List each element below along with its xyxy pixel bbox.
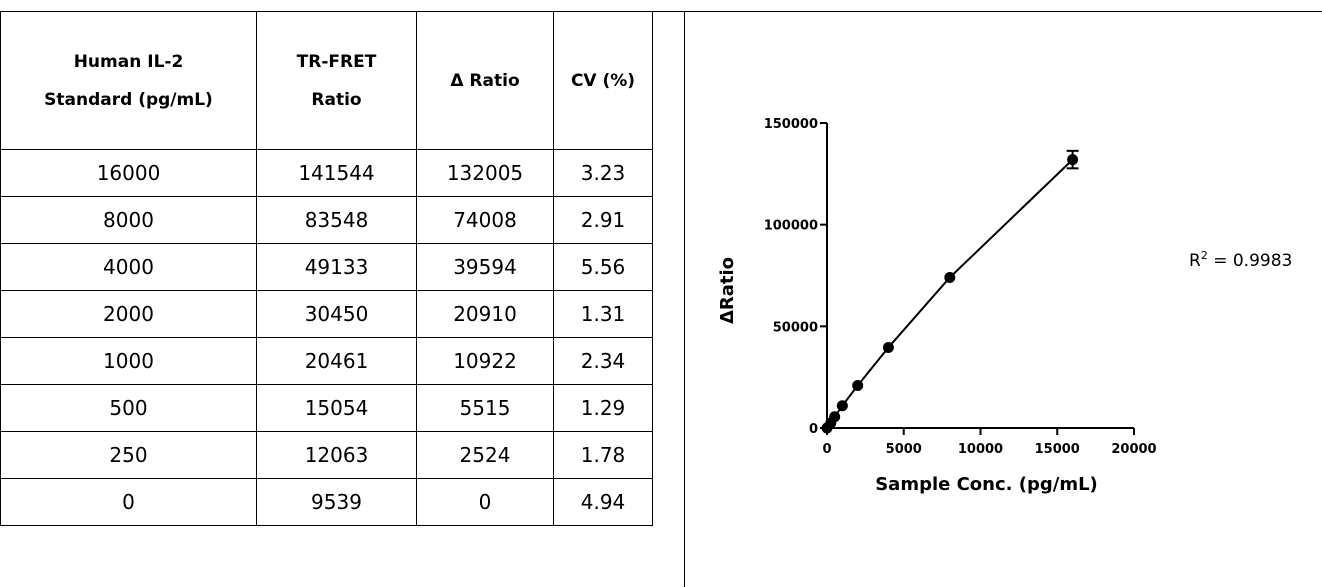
- cell-tr-fret-ratio: 20461: [256, 337, 417, 385]
- table-row: 8000 83548 74008 2.91: [0, 196, 653, 244]
- data-point: [882, 341, 894, 353]
- cell-delta-ratio: 39594: [416, 243, 554, 291]
- y-tick-label: 100000: [764, 219, 818, 234]
- data-point: [852, 379, 864, 391]
- cell-cv: 1.31: [553, 290, 653, 338]
- table-row: 0 9539 0 4.94: [0, 478, 653, 526]
- cell-standard: 4000: [0, 243, 257, 291]
- table-header-row: Human IL-2 Standard (pg/mL) TR-FRET Ratio …: [0, 11, 653, 150]
- chart-panel: 0 50000 100000 150000 0 5000 10000 15000 20000 Sa…: [684, 12, 1322, 587]
- standard-curve-chart: 0 50000 100000 150000 0 5000 10000 15000 20000 Sa…: [717, 117, 1292, 495]
- table-row: 16000 141544 132005 3.23: [0, 149, 653, 197]
- cell-delta-ratio: 0: [416, 478, 554, 526]
- y-tick-label: 0: [809, 422, 818, 437]
- cell-standard: 16000: [0, 149, 257, 197]
- fit-line: [826, 158, 1074, 429]
- data-point: [829, 411, 841, 423]
- cell-tr-fret-ratio: 49133: [256, 243, 417, 291]
- header-standard: Human IL-2 Standard (pg/mL): [0, 11, 257, 150]
- data-point: [1067, 154, 1079, 166]
- frame-top-border: [0, 11, 1322, 12]
- table-row: 500 15054 5515 1.29: [0, 384, 653, 432]
- x-tick-label: 15000: [1035, 442, 1080, 457]
- cell-standard: 0: [0, 478, 257, 526]
- cell-delta-ratio: 5515: [416, 384, 554, 432]
- cell-delta-ratio: 20910: [416, 290, 554, 338]
- table-row: 4000 49133 39594 5.56: [0, 243, 653, 291]
- table-row: 2000 30450 20910 1.31: [0, 290, 653, 338]
- cell-standard: 1000: [0, 337, 257, 385]
- cell-tr-fret-ratio: 12063: [256, 431, 417, 479]
- cell-tr-fret-ratio: 15054: [256, 384, 417, 432]
- cell-standard: 500: [0, 384, 257, 432]
- cell-cv: 1.78: [553, 431, 653, 479]
- cell-standard: 2000: [0, 290, 257, 338]
- header-delta-ratio: Δ Ratio: [416, 11, 554, 150]
- cell-cv: 2.34: [553, 337, 653, 385]
- cell-cv: 1.29: [553, 384, 653, 432]
- cell-tr-fret-ratio: 9539: [256, 478, 417, 526]
- cell-cv: 3.23: [553, 149, 653, 197]
- y-tick-label: 150000: [764, 117, 818, 132]
- cell-tr-fret-ratio: 141544: [256, 149, 417, 197]
- cell-standard: 8000: [0, 196, 257, 244]
- r-squared-label: R2 = 0.9983: [1189, 249, 1292, 271]
- standards-table: Human IL-2 Standard (pg/mL) TR-FRET Ratio …: [0, 11, 653, 526]
- x-tick-label: 10000: [958, 442, 1003, 457]
- header-cv: CV (%): [553, 11, 653, 150]
- data-point: [836, 400, 848, 412]
- data-point: [944, 272, 956, 284]
- cell-cv: 2.91: [553, 196, 653, 244]
- table-row: 1000 20461 10922 2.34: [0, 337, 653, 385]
- x-tick-label: 5000: [886, 442, 922, 457]
- cell-delta-ratio: 74008: [416, 196, 554, 244]
- cell-delta-ratio: 132005: [416, 149, 554, 197]
- y-tick-label: 50000: [773, 320, 818, 335]
- y-axis-label: ΔRatio: [717, 257, 738, 324]
- x-tick-label: 20000: [1111, 442, 1156, 457]
- cell-delta-ratio: 10922: [416, 337, 554, 385]
- cell-tr-fret-ratio: 83548: [256, 196, 417, 244]
- x-axis-label: Sample Conc. (pg/mL): [875, 474, 1098, 495]
- cell-tr-fret-ratio: 30450: [256, 290, 417, 338]
- cell-cv: 4.94: [553, 478, 653, 526]
- header-tr-fret-ratio: TR-FRET Ratio: [256, 11, 417, 150]
- x-tick-label: 0: [822, 442, 831, 457]
- cell-delta-ratio: 2524: [416, 431, 554, 479]
- cell-standard: 250: [0, 431, 257, 479]
- table-row: 250 12063 2524 1.78: [0, 431, 653, 479]
- cell-cv: 5.56: [553, 243, 653, 291]
